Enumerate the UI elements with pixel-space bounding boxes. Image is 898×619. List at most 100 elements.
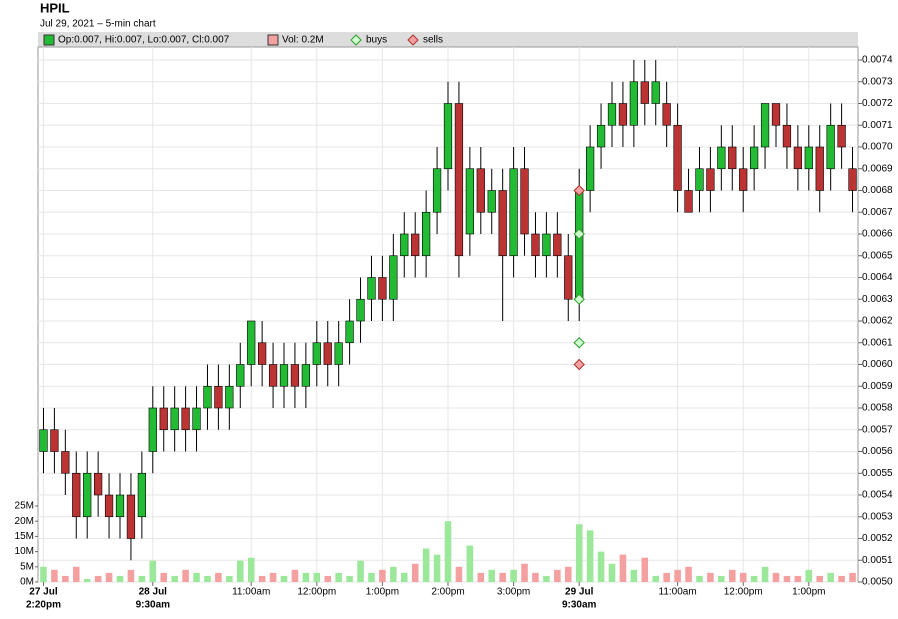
volume-bar (444, 521, 452, 582)
buy-marker (573, 228, 585, 240)
volume-bar (674, 569, 681, 582)
legend-buys: buys (366, 35, 387, 46)
candle-body (837, 124, 846, 148)
candle-body (301, 364, 310, 387)
volume-bar (532, 572, 539, 582)
candle-body (509, 168, 518, 257)
volume-bar (554, 569, 561, 582)
volume-bar (116, 575, 124, 582)
candle-body (575, 190, 584, 300)
candle-body (126, 494, 136, 539)
volume-bar (226, 575, 233, 582)
volume-bar (127, 569, 135, 582)
volume-bar (586, 530, 594, 582)
candle-body (815, 146, 824, 191)
y-tick-label: 0.0063 (862, 294, 893, 305)
volume-bar (269, 572, 277, 582)
candle-body (345, 320, 354, 344)
volume-bar (291, 569, 299, 582)
y-tick-label: 0.0066 (862, 229, 893, 240)
volume-bar (685, 566, 692, 582)
candle-body (717, 146, 726, 170)
candle-body (750, 146, 759, 170)
legend-volume: Vol: 0.2M (282, 35, 324, 46)
volume-bar (750, 575, 758, 582)
candle-body (443, 103, 453, 170)
candle-body (673, 124, 682, 191)
y-tick-label: 0.0058 (862, 403, 893, 414)
volume-bar (247, 557, 255, 582)
y-tick-label: 0.0057 (862, 424, 893, 435)
volume-bar (433, 554, 441, 582)
candle-body (760, 103, 770, 148)
candle-body (662, 103, 671, 126)
candle-body (848, 168, 857, 191)
candle-body (531, 233, 540, 257)
volume-bar (379, 569, 386, 582)
candle-body (651, 81, 660, 104)
candle-body (225, 385, 234, 409)
candle-body (596, 124, 606, 148)
buy-marker (573, 337, 585, 349)
candle-body (553, 233, 562, 257)
y-tick-label: 0.0056 (862, 446, 893, 457)
candle-body (629, 81, 638, 126)
candle-body (137, 472, 146, 518)
volume-bar (805, 569, 813, 582)
volume-bar (838, 575, 845, 582)
candle-body (826, 124, 835, 170)
volume-bar (411, 563, 419, 582)
volume-bar (149, 560, 157, 582)
candle-body (432, 168, 442, 213)
volume-bar (630, 569, 638, 582)
candle-body (192, 407, 201, 431)
candle-body (61, 451, 70, 474)
candle-body (181, 407, 190, 431)
volume-bar (521, 563, 528, 582)
volume-bar (619, 554, 627, 582)
volume-bar (204, 575, 211, 582)
legend-swatch (267, 34, 279, 46)
volume-bar (575, 524, 583, 582)
candle-body (148, 407, 157, 452)
x-tick-label: 12:00pm (297, 587, 336, 598)
candle-body (334, 342, 343, 365)
candle-body (214, 385, 223, 409)
volume-bar (772, 572, 780, 582)
x-tick-label: 1:00pm (366, 587, 399, 598)
candle-body (476, 168, 485, 213)
buy-marker (573, 293, 585, 305)
x-tick-label: 2:00pm (431, 587, 464, 598)
y-tick-label: 0.0062 (862, 316, 893, 327)
candle-body (104, 494, 114, 518)
x-tick-label: 2:20pm (26, 600, 61, 611)
volume-bar (477, 572, 485, 582)
volume-bar (335, 572, 342, 582)
candle-body (236, 364, 245, 387)
sell-marker (573, 358, 585, 371)
x-tick-label: 28 Jul (139, 587, 168, 598)
volume-bar (390, 566, 397, 582)
volume-bar (652, 575, 660, 582)
candle-body (465, 168, 474, 235)
volume-bar (182, 569, 189, 582)
y-tick-label: 0.0069 (862, 163, 893, 174)
legend-sells: sells (423, 35, 443, 46)
y-tick-label: 0.0050 (862, 577, 893, 588)
y-tick-label: 0.0065 (862, 250, 893, 261)
volume-bar (849, 572, 856, 582)
x-tick-label: 11:00am (232, 587, 270, 598)
candle-body (247, 320, 256, 365)
legend-buys-icon (350, 34, 362, 46)
x-tick-label: 11:00am (659, 587, 697, 598)
volume-bar (368, 572, 375, 582)
y2-tick-label: 10M (15, 546, 34, 557)
candle-body (290, 364, 300, 387)
y-tick-label: 0.0064 (862, 272, 893, 283)
volume-bar (510, 569, 517, 582)
x-tick-label: 3:00pm (497, 587, 530, 598)
y2-tick-label: 0M (20, 577, 34, 588)
candle-body (268, 364, 278, 387)
y-tick-label: 0.0073 (862, 76, 893, 87)
